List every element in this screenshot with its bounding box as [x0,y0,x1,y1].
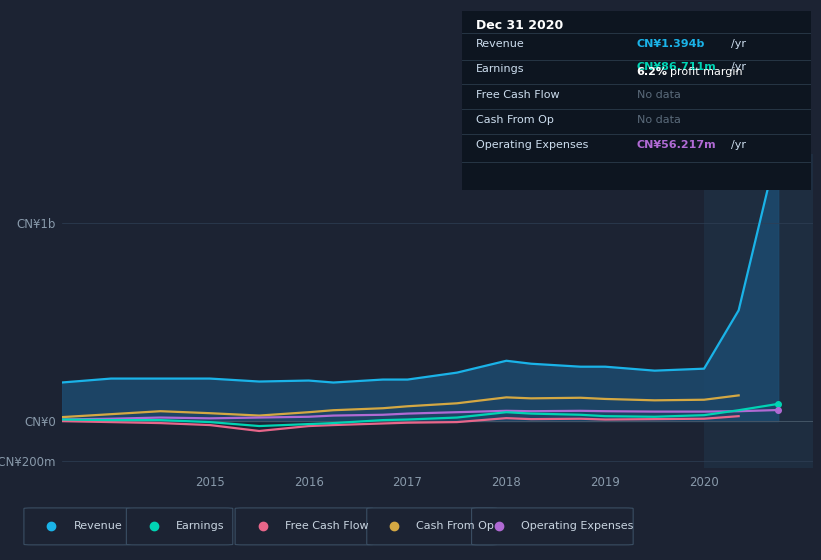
Text: /yr: /yr [731,62,746,72]
FancyBboxPatch shape [367,508,497,545]
Text: Free Cash Flow: Free Cash Flow [285,521,369,531]
Text: Cash From Op: Cash From Op [416,521,494,531]
Text: CN¥86.711m: CN¥86.711m [637,62,717,72]
FancyBboxPatch shape [471,508,633,545]
Text: Cash From Op: Cash From Op [476,115,554,125]
Text: Free Cash Flow: Free Cash Flow [476,90,560,100]
Text: Operating Expenses: Operating Expenses [476,139,589,150]
Text: CN¥56.217m: CN¥56.217m [637,139,716,150]
Text: Earnings: Earnings [476,64,525,74]
Text: /yr: /yr [731,39,746,49]
Text: Revenue: Revenue [476,39,525,49]
Text: Dec 31 2020: Dec 31 2020 [476,19,563,32]
Text: /yr: /yr [731,139,746,150]
Text: Operating Expenses: Operating Expenses [521,521,634,531]
Text: Revenue: Revenue [74,521,122,531]
Text: No data: No data [637,90,681,100]
FancyBboxPatch shape [24,508,131,545]
FancyBboxPatch shape [235,508,373,545]
FancyBboxPatch shape [126,508,233,545]
Text: 6.2%: 6.2% [637,68,667,77]
Bar [704,154,813,468]
Text: CN¥1.394b: CN¥1.394b [637,39,705,49]
Text: profit margin: profit margin [670,68,742,77]
Text: Earnings: Earnings [176,521,224,531]
Text: No data: No data [637,115,681,125]
